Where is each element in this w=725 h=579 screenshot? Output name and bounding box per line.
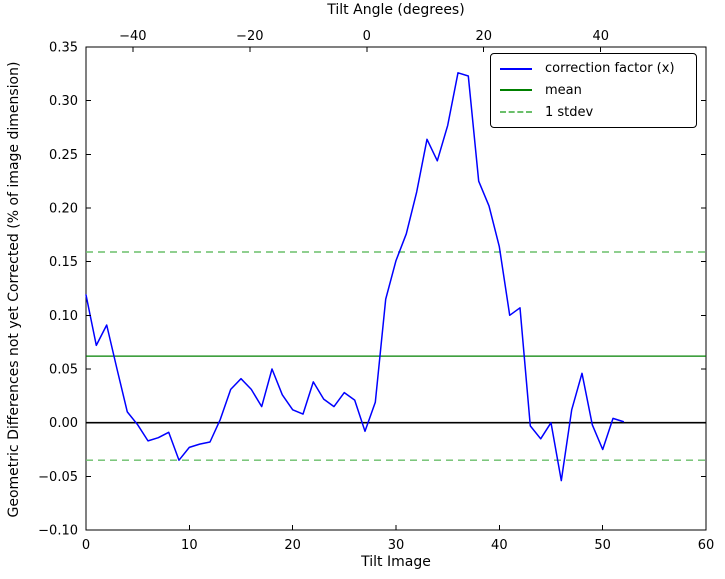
y-tick-label: −0.05 [38, 470, 78, 485]
y-tick-label: 0.25 [49, 148, 78, 163]
y-tick-label: 0.10 [49, 309, 78, 324]
top-tick-label: 0 [363, 29, 371, 44]
y-tick-label: 0.30 [49, 94, 78, 109]
y-tick-label: −0.10 [38, 524, 78, 539]
y-tick-label: 0.15 [49, 255, 78, 270]
top-axis-label: Tilt Angle (degrees) [327, 2, 465, 18]
legend-label: 1 stdev [545, 104, 594, 120]
top-tick-label: 40 [592, 29, 609, 44]
x-tick-label: 30 [388, 538, 405, 553]
x-tick-label: 20 [284, 538, 301, 553]
y-axis-label: Geometric Differences not yet Corrected … [6, 61, 22, 518]
top-tick-label: 20 [475, 29, 492, 44]
y-tick-label: 0.20 [49, 202, 78, 217]
legend-label: correction factor (x) [545, 61, 675, 77]
legend-item: 1 stdev [500, 102, 687, 123]
top-tick-label: −20 [236, 29, 263, 44]
y-tick-label: 0.05 [49, 363, 78, 378]
x-tick-label: 0 [82, 538, 90, 553]
y-tick-label: 0.00 [49, 416, 78, 431]
x-tick-label: 60 [698, 538, 715, 553]
top-tick-label: −40 [119, 29, 146, 44]
legend-line-sample-mean [500, 89, 532, 92]
x-tick-label: 10 [181, 538, 198, 553]
legend-label: mean [545, 82, 582, 98]
legend-line-sample-correction-factor [500, 67, 532, 70]
legend-item: correction factor (x) [500, 58, 687, 79]
x-axis-label: Tilt Image [361, 554, 431, 570]
series-line-correction-factor-x- [85, 72, 625, 482]
legend-item: mean [500, 80, 687, 101]
x-tick-label: 40 [491, 538, 508, 553]
x-tick-label: 50 [594, 538, 611, 553]
y-tick-label: 0.35 [49, 41, 78, 56]
legend-line-sample-stdev [500, 111, 532, 114]
legend: correction factor (x) mean 1 stdev [490, 53, 697, 128]
